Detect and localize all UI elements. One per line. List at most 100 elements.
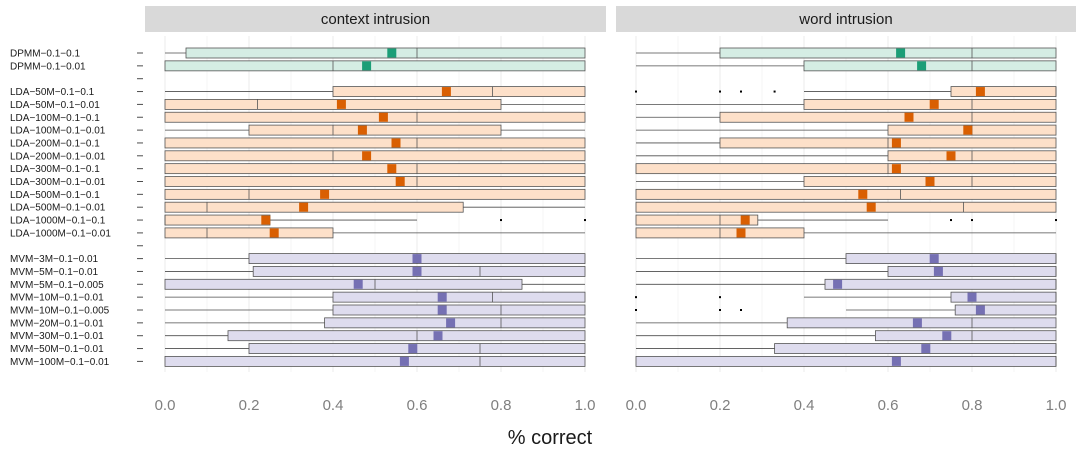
box-iqr (185, 47, 586, 59)
mean-marker (437, 292, 447, 302)
mean-marker (917, 61, 927, 71)
box-14 (635, 227, 1056, 239)
mean-marker (929, 99, 939, 109)
mean-marker (387, 48, 397, 58)
mean-marker (912, 318, 922, 328)
mean-marker (446, 318, 456, 328)
box-iqr (164, 188, 586, 200)
y-tick-label: LDA−300M−0.1−0.1 (10, 164, 100, 175)
mean-marker (362, 151, 372, 161)
mean-marker (891, 356, 901, 366)
box-12 (164, 201, 585, 213)
box-iqr (774, 343, 1057, 354)
box-iqr (824, 278, 1057, 290)
y-tick-label: MVM−100M−0.1−0.01 (10, 357, 110, 368)
mean-marker (904, 112, 914, 122)
outlier-point (719, 90, 721, 93)
outlier-point (740, 90, 742, 93)
x-tick-label: 0.4 (323, 397, 344, 414)
x-tick-label: 1.0 (575, 397, 596, 414)
y-tick-label: LDA−500M−0.1−0.1 (10, 190, 100, 201)
x-tick-label: 0.8 (491, 397, 512, 414)
panel-strip-label: word intrusion (798, 11, 892, 28)
y-tick-label: MVM−5M−0.1−0.005 (10, 280, 104, 291)
box-iqr (950, 86, 1057, 97)
outlier-point (971, 219, 973, 222)
outlier-point (1055, 219, 1057, 222)
outlier-point (635, 309, 637, 311)
mean-marker (921, 344, 931, 354)
panel-strip (145, 6, 606, 32)
box-iqr (635, 214, 759, 226)
box-iqr (164, 150, 586, 162)
y-tick-label: LDA−50M−0.1−0.01 (10, 100, 100, 111)
box-iqr (332, 304, 586, 316)
box-13 (635, 214, 1057, 226)
y-tick-label: LDA−200M−0.1−0.1 (10, 138, 100, 149)
y-tick-label: MVM−10M−0.1−0.005 (10, 306, 110, 317)
mean-marker (437, 305, 447, 315)
y-tick-label: LDA−300M−0.1−0.01 (10, 177, 106, 188)
box-16 (636, 253, 1057, 265)
box-iqr (719, 47, 1057, 59)
y-tick-label: LDA−200M−0.1−0.01 (10, 151, 106, 162)
x-tick-label: 0.2 (239, 397, 260, 414)
mean-marker (933, 266, 943, 276)
box-iqr (164, 111, 586, 123)
outlier-point (635, 296, 637, 299)
box-iqr (635, 163, 1057, 175)
x-tick-label: 0.0 (155, 397, 176, 414)
mean-marker (391, 138, 401, 148)
box-iqr (164, 60, 586, 72)
x-tick-label: 1.0 (1046, 397, 1067, 414)
box-5 (164, 111, 586, 123)
box-14 (164, 227, 585, 239)
box-18 (636, 278, 1057, 290)
panel-strip-label: context intrusion (321, 11, 430, 28)
mean-marker (441, 87, 451, 97)
outlier-point (635, 90, 637, 93)
mean-marker (858, 189, 868, 199)
box-19 (165, 291, 586, 303)
panel-context-intrusion: context intrusion (145, 6, 606, 372)
box-24 (164, 355, 586, 367)
box-iqr (845, 253, 1057, 265)
mean-marker (975, 305, 985, 315)
box-21 (636, 317, 1057, 329)
outlier-point (773, 90, 776, 93)
y-tick-label: MVM−10M−0.1−0.01 (10, 293, 104, 304)
box-iqr (803, 60, 1057, 72)
mean-marker (736, 228, 746, 238)
box-iqr (635, 201, 1057, 213)
x-tick-label: 0.0 (626, 397, 647, 414)
mean-marker (299, 202, 309, 212)
box-iqr (719, 111, 1057, 123)
mean-marker (975, 87, 985, 97)
mean-marker (408, 344, 418, 354)
mean-marker (412, 266, 422, 276)
mean-marker (740, 215, 750, 225)
box-22 (165, 330, 586, 342)
panel-word-intrusion: word intrusion (616, 6, 1076, 372)
x-tick-label: 0.8 (962, 397, 983, 414)
box-6 (165, 124, 585, 136)
mean-marker (833, 279, 843, 289)
box-iqr (164, 278, 523, 290)
box-9 (164, 163, 586, 175)
box-5 (636, 111, 1057, 123)
box-1 (164, 60, 586, 72)
box-iqr (635, 355, 1057, 367)
box-13 (164, 214, 586, 226)
box-iqr (164, 176, 586, 187)
box-7 (164, 137, 586, 149)
panel-strip (616, 6, 1076, 32)
y-tick-label: LDA−100M−0.1−0.01 (10, 126, 106, 137)
box-iqr (164, 163, 586, 175)
outlier-point (500, 219, 502, 222)
mean-marker (946, 151, 956, 161)
box-16 (165, 253, 586, 265)
box-iqr (227, 330, 586, 342)
box-12 (635, 201, 1057, 213)
mean-marker (399, 356, 409, 366)
